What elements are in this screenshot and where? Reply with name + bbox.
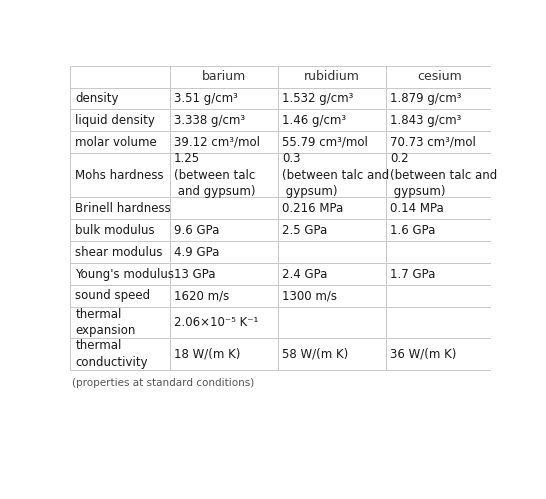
Text: 2.5 GPa: 2.5 GPa: [282, 224, 327, 237]
Text: 0.2
(between talc and
 gypsum): 0.2 (between talc and gypsum): [390, 152, 497, 198]
Text: barium: barium: [201, 70, 246, 83]
Text: thermal
expansion: thermal expansion: [75, 308, 136, 337]
Text: cesium: cesium: [417, 70, 462, 83]
Text: 1.25
(between talc
 and gypsum): 1.25 (between talc and gypsum): [174, 152, 256, 198]
Text: rubidium: rubidium: [304, 70, 360, 83]
Text: 1.532 g/cm³: 1.532 g/cm³: [282, 92, 353, 105]
Text: thermal
conductivity: thermal conductivity: [75, 339, 148, 369]
Text: (properties at standard conditions): (properties at standard conditions): [72, 378, 254, 388]
Text: shear modulus: shear modulus: [75, 246, 163, 258]
Text: 2.4 GPa: 2.4 GPa: [282, 267, 327, 280]
Text: 1.46 g/cm³: 1.46 g/cm³: [282, 114, 346, 127]
Text: 18 W/(m K): 18 W/(m K): [174, 348, 240, 361]
Text: sound speed: sound speed: [75, 289, 151, 302]
Text: 0.216 MPa: 0.216 MPa: [282, 202, 343, 215]
Text: 36 W/(m K): 36 W/(m K): [390, 348, 456, 361]
Text: 39.12 cm³/mol: 39.12 cm³/mol: [174, 136, 260, 149]
Text: 1.7 GPa: 1.7 GPa: [390, 267, 435, 280]
Text: 0.14 MPa: 0.14 MPa: [390, 202, 443, 215]
Text: 0.3
(between talc and
 gypsum): 0.3 (between talc and gypsum): [282, 152, 389, 198]
Text: 1.6 GPa: 1.6 GPa: [390, 224, 435, 237]
Text: liquid density: liquid density: [75, 114, 155, 127]
Text: Mohs hardness: Mohs hardness: [75, 169, 164, 182]
Text: 4.9 GPa: 4.9 GPa: [174, 246, 219, 258]
Text: Brinell hardness: Brinell hardness: [75, 202, 171, 215]
Text: 58 W/(m K): 58 W/(m K): [282, 348, 348, 361]
Text: 3.51 g/cm³: 3.51 g/cm³: [174, 92, 238, 105]
Text: Young's modulus: Young's modulus: [75, 267, 174, 280]
Text: 1.843 g/cm³: 1.843 g/cm³: [390, 114, 461, 127]
Text: 55.79 cm³/mol: 55.79 cm³/mol: [282, 136, 368, 149]
Text: 2.06×10⁻⁵ K⁻¹: 2.06×10⁻⁵ K⁻¹: [174, 316, 258, 329]
Text: 1.879 g/cm³: 1.879 g/cm³: [390, 92, 461, 105]
Text: 1300 m/s: 1300 m/s: [282, 289, 337, 302]
Text: molar volume: molar volume: [75, 136, 157, 149]
Text: 9.6 GPa: 9.6 GPa: [174, 224, 219, 237]
Text: 70.73 cm³/mol: 70.73 cm³/mol: [390, 136, 476, 149]
Text: 13 GPa: 13 GPa: [174, 267, 216, 280]
Text: 3.338 g/cm³: 3.338 g/cm³: [174, 114, 245, 127]
Text: 1620 m/s: 1620 m/s: [174, 289, 229, 302]
Text: density: density: [75, 92, 119, 105]
Text: bulk modulus: bulk modulus: [75, 224, 155, 237]
